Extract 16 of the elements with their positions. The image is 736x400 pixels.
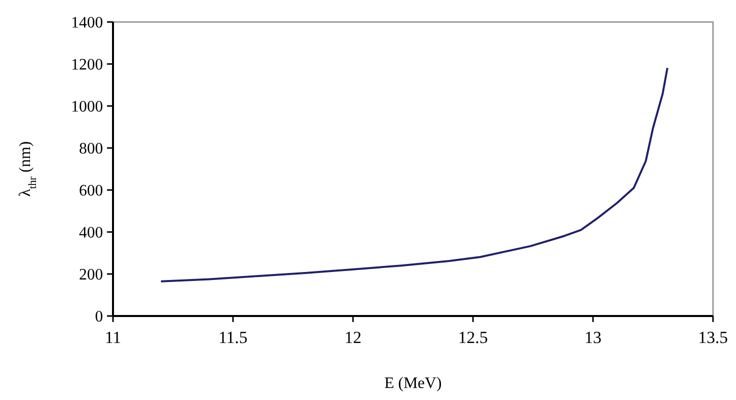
x-tick-label: 12 [344,328,362,347]
y-tick-label: 800 [79,140,103,158]
line-series [160,66,668,282]
x-axis-title: E (MeV) [384,375,442,392]
x-tick-label: 11 [104,328,122,347]
y-tick-label: 400 [79,224,103,242]
y-tick-label: 1000 [71,98,103,116]
y-tick-label: 1400 [71,14,103,32]
x-tick-label: 13 [584,328,602,347]
y-tick-label: 600 [79,182,103,200]
x-tick-label: 12.5 [458,328,488,347]
y-tick-label: 0 [95,308,103,326]
x-tick-label: 11.5 [218,328,248,347]
y-tick-label: 1200 [71,56,103,74]
y-tick-label: 200 [79,266,103,284]
x-tick-label: 13.5 [698,328,728,347]
